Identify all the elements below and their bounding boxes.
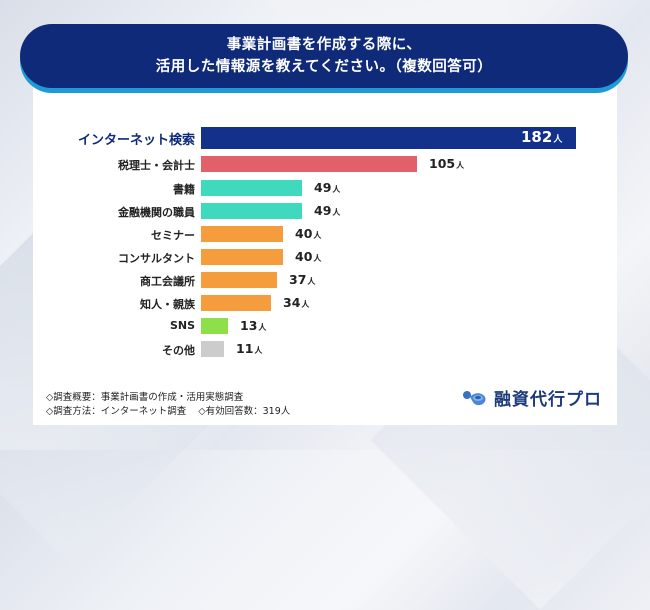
- value-label: 13人: [240, 318, 267, 333]
- chart-row: セミナー 40人: [0, 226, 650, 242]
- category-label: 税理士・会計士: [118, 159, 195, 172]
- chart-row: 書籍 49人: [0, 180, 650, 196]
- chart-row: 商工会議所 37人: [0, 272, 650, 288]
- survey-respondents: ◇有効回答数：319人: [198, 406, 291, 417]
- category-label: 知人・親族: [140, 298, 195, 311]
- bar: [201, 272, 277, 288]
- bar: [201, 318, 228, 334]
- category-label: SNS: [169, 319, 195, 332]
- bar: [201, 249, 283, 265]
- value-label: 11人: [236, 341, 263, 356]
- chart-row: 税理士・会計士 105人: [0, 156, 650, 172]
- brand-name: 融資代行プロ: [494, 390, 602, 410]
- survey-summary: ◇調査概要：事業計画書の作成・活用実態調査: [46, 392, 244, 403]
- category-label: インターネット検索: [77, 133, 195, 148]
- category-label: 書籍: [173, 183, 195, 196]
- survey-method: ◇調査方法：インターネット調査: [46, 406, 187, 417]
- survey-notes: ◇調査概要：事業計画書の作成・活用実態調査 ◇調査方法：インターネット調査 ◇有効…: [46, 391, 290, 419]
- brand-logo: 融資代行プロ: [462, 385, 602, 410]
- value-label: 37人: [289, 272, 316, 287]
- category-label: 商工会議所: [140, 275, 195, 288]
- bar: [201, 127, 576, 149]
- value-label: 34人: [283, 295, 310, 310]
- category-label: 金融機関の職員: [118, 206, 195, 219]
- chart-row: インターネット検索 182人: [0, 127, 650, 149]
- bar: [201, 226, 283, 242]
- value-label: 40人: [295, 226, 322, 241]
- bar: [201, 156, 417, 172]
- bar: [201, 203, 302, 219]
- value-label: 105人: [429, 156, 465, 171]
- category-label: セミナー: [151, 229, 195, 242]
- bar: [201, 341, 224, 357]
- bar: [201, 295, 271, 311]
- chart-row: 金融機関の職員 49人: [0, 203, 650, 219]
- chart-row: コンサルタント 40人: [0, 249, 650, 265]
- value-label: 49人: [314, 203, 341, 218]
- value-label: 40人: [295, 249, 322, 264]
- value-label: 182人: [521, 128, 563, 146]
- bar-chart: インターネット検索 182人 税理士・会計士 105人 書籍 49人 金融機関の職員 49人セ…: [0, 127, 650, 357]
- chart-row: その他 11人: [0, 341, 650, 357]
- chart-row: SNS 13人: [0, 318, 650, 334]
- category-label: コンサルタント: [118, 252, 195, 265]
- bar: [201, 180, 302, 196]
- value-label: 49人: [314, 180, 341, 195]
- chart-row: 知人・親族 34人: [0, 295, 650, 311]
- category-label: その他: [162, 344, 195, 357]
- coin-wave-icon: [463, 390, 486, 405]
